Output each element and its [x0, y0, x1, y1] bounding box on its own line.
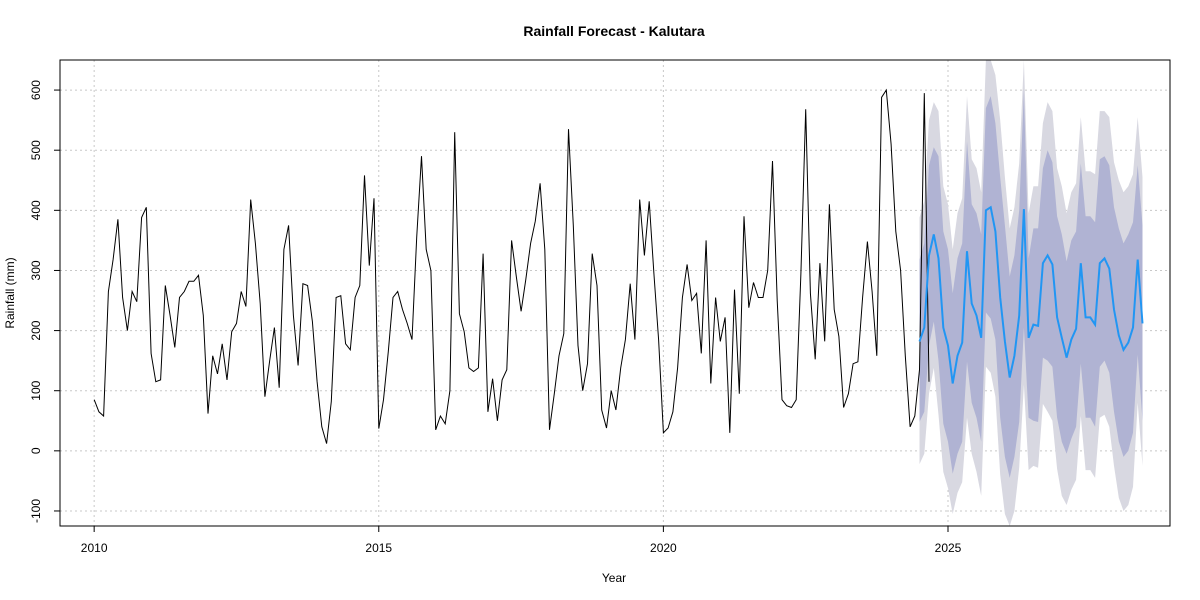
y-tick-label: 100	[29, 380, 43, 400]
x-tick-label: 2020	[650, 541, 677, 555]
x-axis: 2010 2015 2020 2025	[81, 525, 962, 555]
y-tick-label: 400	[29, 200, 43, 220]
y-tick-label: 0	[29, 447, 43, 454]
y-tick-label: 600	[29, 80, 43, 100]
observed-series-line	[93, 88, 930, 444]
x-tick-label: 2025	[935, 541, 962, 555]
y-tick-label: 200	[29, 320, 43, 340]
series-lines	[93, 88, 1144, 444]
y-tick-label: -100	[29, 499, 43, 523]
y-tick-label: 300	[29, 260, 43, 280]
prediction-interval-bands	[919, 60, 1143, 526]
y-tick-label: 500	[29, 140, 43, 160]
y-axis: -100 0 100 200 300 400 500 600	[29, 80, 61, 523]
x-axis-label: Year	[602, 571, 626, 585]
forecast-80-interval	[919, 90, 1143, 478]
x-tick-label: 2015	[365, 541, 392, 555]
x-tick-label: 2010	[81, 541, 108, 555]
y-axis-label: Rainfall (mm)	[3, 257, 17, 328]
chart-title: Rainfall Forecast - Kalutara	[523, 23, 704, 39]
forecast-mean-line	[918, 205, 1144, 384]
